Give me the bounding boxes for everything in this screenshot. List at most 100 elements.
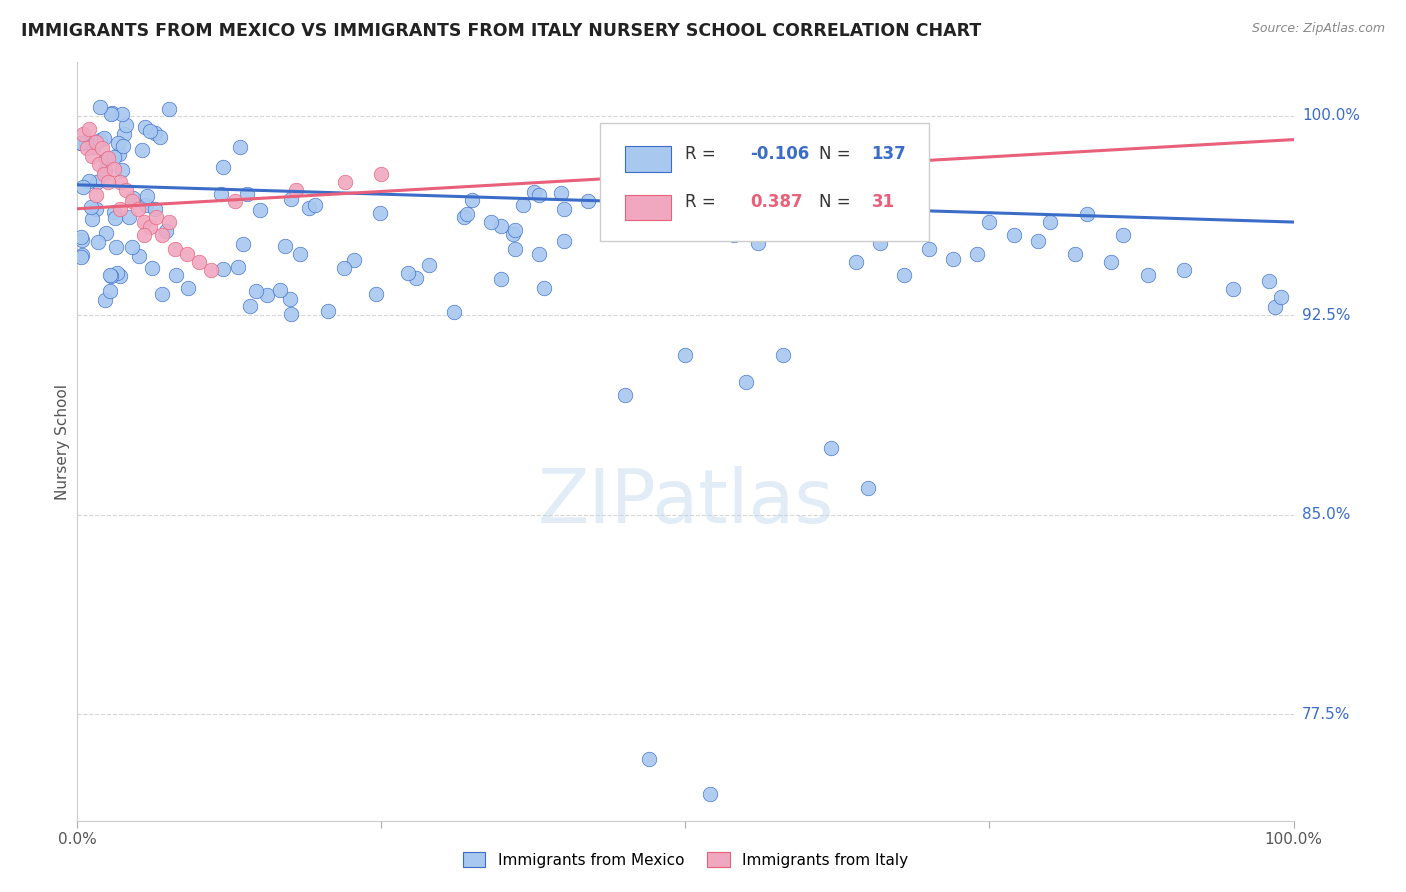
- Point: [405, 271, 427, 285]
- Point: [136, 188, 159, 202]
- Point: [723, 183, 745, 197]
- Point: [1270, 289, 1292, 303]
- Point: [979, 215, 1001, 229]
- Point: [489, 272, 512, 286]
- Legend: Immigrants from Mexico, Immigrants from Italy: Immigrants from Mexico, Immigrants from …: [457, 846, 914, 873]
- Point: [97, 175, 120, 189]
- Point: [163, 242, 186, 256]
- Point: [278, 292, 301, 306]
- Point: [103, 161, 125, 176]
- Point: [86, 202, 108, 217]
- Text: R =: R =: [686, 194, 721, 211]
- Point: [273, 239, 295, 253]
- Point: [747, 236, 769, 251]
- Point: [285, 183, 308, 197]
- Text: -0.106: -0.106: [749, 145, 808, 163]
- Point: [512, 197, 534, 211]
- Point: [229, 140, 252, 154]
- Point: [479, 215, 502, 229]
- Point: [111, 163, 134, 178]
- Point: [157, 215, 180, 229]
- Point: [576, 194, 599, 208]
- Point: [212, 261, 235, 276]
- Point: [489, 219, 512, 233]
- Point: [1076, 207, 1098, 221]
- FancyBboxPatch shape: [624, 146, 671, 172]
- Point: [699, 787, 721, 801]
- Point: [70, 230, 93, 244]
- Point: [139, 220, 162, 235]
- Point: [553, 202, 575, 216]
- Point: [80, 200, 103, 214]
- Point: [772, 348, 794, 362]
- Text: IMMIGRANTS FROM MEXICO VS IMMIGRANTS FROM ITALY NURSERY SCHOOL CORRELATION CHART: IMMIGRANTS FROM MEXICO VS IMMIGRANTS FRO…: [21, 22, 981, 40]
- Point: [87, 235, 110, 249]
- Point: [1063, 247, 1085, 261]
- Point: [675, 348, 697, 362]
- Point: [224, 194, 246, 208]
- Point: [141, 261, 163, 276]
- Point: [157, 103, 180, 117]
- Point: [626, 215, 648, 229]
- Text: N =: N =: [820, 194, 856, 211]
- Point: [418, 258, 440, 272]
- Point: [150, 286, 173, 301]
- Point: [396, 266, 419, 280]
- Text: Source: ZipAtlas.com: Source: ZipAtlas.com: [1251, 22, 1385, 36]
- Point: [856, 481, 879, 495]
- Point: [226, 260, 249, 275]
- Point: [177, 281, 200, 295]
- Point: [114, 118, 136, 132]
- Point: [148, 129, 170, 144]
- Point: [638, 752, 661, 766]
- Point: [96, 227, 118, 241]
- Point: [918, 242, 941, 256]
- Point: [820, 202, 842, 216]
- Point: [97, 151, 120, 165]
- Point: [650, 202, 672, 216]
- Point: [245, 284, 267, 298]
- Point: [200, 263, 222, 277]
- Point: [80, 212, 103, 227]
- Point: [134, 215, 156, 229]
- Point: [699, 220, 721, 235]
- Point: [89, 133, 111, 147]
- Point: [70, 136, 93, 150]
- Point: [280, 307, 302, 321]
- Point: [121, 240, 143, 254]
- Point: [145, 210, 167, 224]
- Point: [456, 207, 478, 221]
- Point: [443, 305, 465, 319]
- Text: 77.5%: 77.5%: [1302, 706, 1350, 722]
- Text: 137: 137: [872, 145, 907, 163]
- Point: [100, 107, 122, 121]
- Point: [128, 249, 150, 263]
- Point: [613, 388, 636, 402]
- Point: [94, 163, 117, 178]
- Point: [893, 268, 915, 283]
- Point: [772, 194, 794, 208]
- Point: [796, 183, 818, 197]
- Point: [134, 228, 156, 243]
- Point: [84, 188, 107, 202]
- Point: [845, 255, 868, 269]
- Point: [333, 175, 356, 189]
- Point: [103, 205, 125, 219]
- Point: [523, 185, 546, 199]
- Point: [108, 202, 131, 216]
- Text: ZIPatlas: ZIPatlas: [537, 466, 834, 539]
- Point: [112, 127, 135, 141]
- Point: [115, 183, 138, 197]
- Point: [453, 210, 475, 224]
- Point: [107, 136, 129, 150]
- Point: [89, 156, 111, 170]
- Point: [1264, 300, 1286, 314]
- Text: N =: N =: [820, 145, 856, 163]
- Text: 31: 31: [872, 194, 894, 211]
- Point: [100, 269, 122, 284]
- Point: [290, 247, 312, 261]
- Point: [529, 188, 551, 202]
- Point: [333, 260, 356, 275]
- Point: [145, 126, 167, 140]
- Point: [550, 186, 572, 200]
